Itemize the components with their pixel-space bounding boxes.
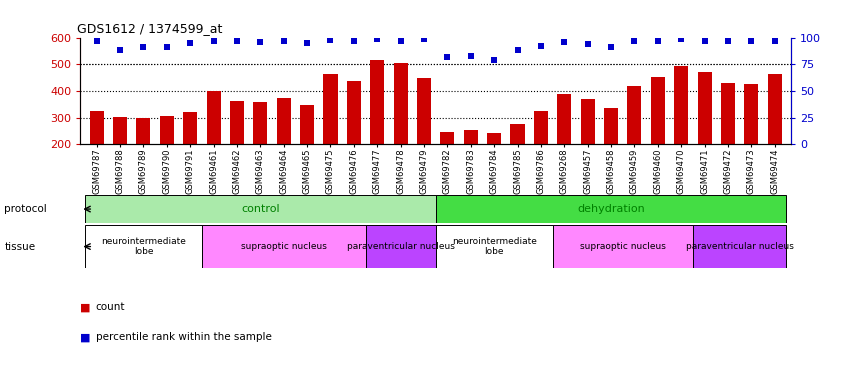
- Bar: [202, 225, 365, 268]
- Point: [511, 47, 525, 53]
- Point: [300, 40, 314, 46]
- Bar: [371, 60, 384, 144]
- Text: supraoptic nucleus: supraoptic nucleus: [580, 242, 666, 251]
- Text: paraventricular nucleus: paraventricular nucleus: [685, 242, 794, 251]
- Text: GDS1612 / 1374599_at: GDS1612 / 1374599_at: [77, 22, 222, 35]
- Bar: [136, 118, 151, 144]
- Text: ■: ■: [80, 333, 91, 342]
- Point: [628, 38, 641, 44]
- Bar: [300, 105, 314, 144]
- Bar: [558, 94, 571, 144]
- Point: [417, 36, 431, 42]
- Bar: [436, 195, 786, 223]
- Bar: [604, 108, 618, 144]
- Point: [464, 53, 477, 58]
- Bar: [160, 116, 174, 144]
- Bar: [534, 111, 548, 144]
- Text: ■: ■: [80, 303, 91, 312]
- Bar: [85, 195, 436, 223]
- Bar: [580, 99, 595, 144]
- Text: percentile rank within the sample: percentile rank within the sample: [96, 333, 272, 342]
- Point: [137, 44, 151, 50]
- Bar: [206, 91, 221, 144]
- Text: control: control: [241, 204, 280, 214]
- Bar: [417, 78, 431, 144]
- Bar: [552, 225, 693, 268]
- Point: [651, 38, 664, 44]
- Point: [371, 36, 384, 42]
- Bar: [90, 111, 104, 144]
- Bar: [323, 74, 338, 144]
- Bar: [365, 225, 436, 268]
- Text: protocol: protocol: [4, 204, 47, 214]
- Bar: [441, 132, 454, 144]
- Text: paraventricular nucleus: paraventricular nucleus: [347, 242, 454, 251]
- Point: [184, 40, 197, 46]
- Bar: [184, 112, 197, 144]
- Point: [394, 38, 408, 44]
- Point: [534, 43, 547, 49]
- Point: [674, 36, 688, 42]
- Point: [277, 38, 290, 44]
- Bar: [628, 86, 641, 144]
- Point: [113, 47, 127, 53]
- Text: neurointermediate
lobe: neurointermediate lobe: [101, 237, 186, 256]
- Point: [744, 38, 758, 44]
- Point: [698, 38, 711, 44]
- Point: [581, 41, 595, 47]
- Text: count: count: [96, 303, 125, 312]
- Point: [230, 38, 244, 44]
- Point: [604, 44, 618, 50]
- Bar: [113, 117, 127, 144]
- Bar: [674, 66, 688, 144]
- Bar: [697, 72, 711, 144]
- Bar: [393, 63, 408, 144]
- Text: dehydration: dehydration: [577, 204, 645, 214]
- Bar: [464, 130, 478, 144]
- Bar: [277, 98, 291, 144]
- Bar: [767, 74, 782, 144]
- Bar: [253, 102, 267, 144]
- Bar: [487, 133, 501, 144]
- Text: neurointermediate
lobe: neurointermediate lobe: [452, 237, 536, 256]
- Bar: [744, 84, 758, 144]
- Point: [347, 38, 360, 44]
- Bar: [510, 124, 525, 144]
- Bar: [347, 81, 361, 144]
- Point: [721, 38, 734, 44]
- Point: [487, 57, 501, 63]
- Bar: [85, 225, 202, 268]
- Point: [160, 44, 173, 50]
- Point: [90, 38, 103, 44]
- Point: [768, 38, 782, 44]
- Text: tissue: tissue: [4, 242, 36, 252]
- Bar: [721, 84, 735, 144]
- Bar: [651, 77, 665, 144]
- Bar: [693, 225, 786, 268]
- Point: [324, 37, 338, 43]
- Bar: [436, 225, 552, 268]
- Point: [558, 39, 571, 45]
- Bar: [230, 101, 244, 144]
- Point: [441, 54, 454, 60]
- Point: [254, 39, 267, 45]
- Text: supraoptic nucleus: supraoptic nucleus: [241, 242, 327, 251]
- Point: [206, 38, 220, 44]
